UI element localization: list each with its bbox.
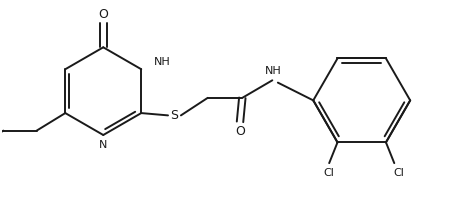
Text: O: O [98,8,108,21]
Text: N: N [99,140,107,150]
Text: O: O [235,125,245,138]
Text: S: S [171,109,179,122]
Text: NH: NH [154,57,171,67]
Text: Cl: Cl [324,168,335,178]
Text: Cl: Cl [393,168,405,178]
Text: NH: NH [266,66,282,76]
